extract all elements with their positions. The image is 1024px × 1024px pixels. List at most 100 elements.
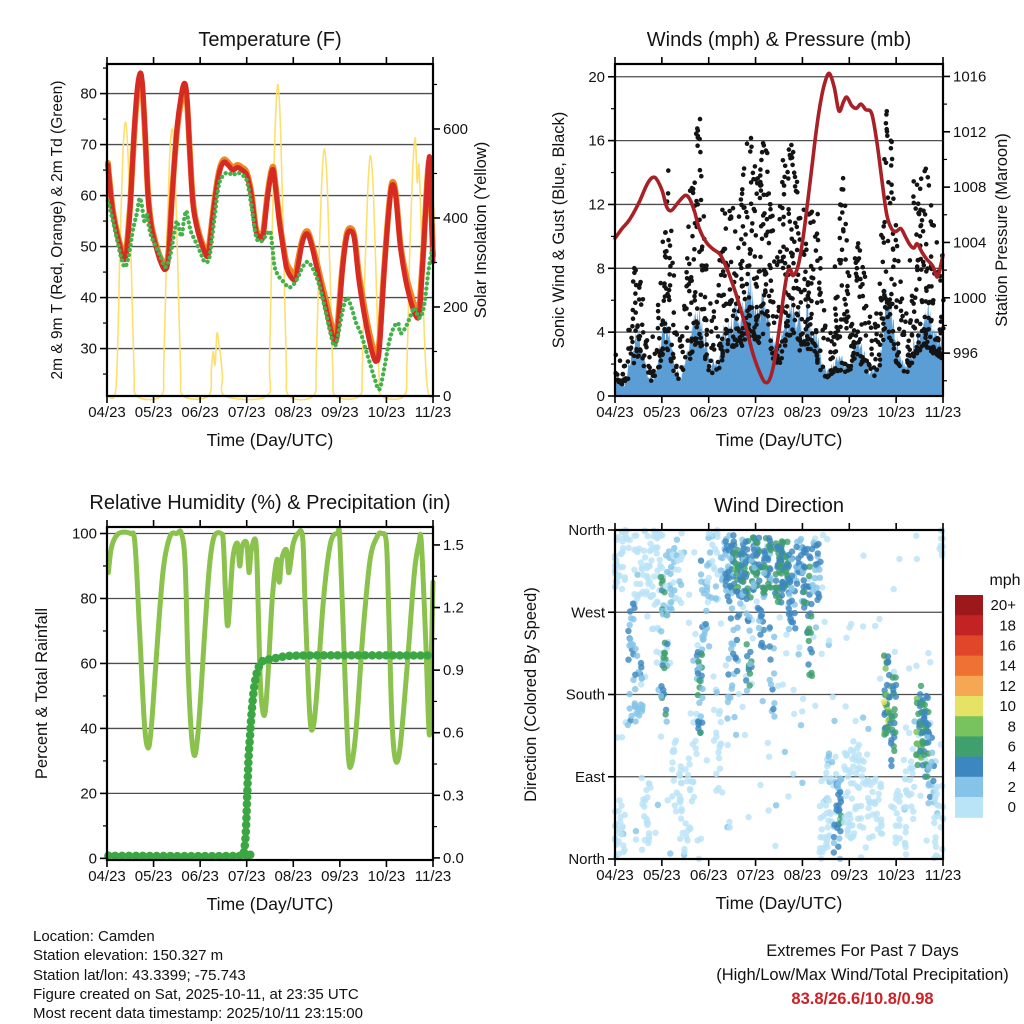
y2-tick-label: 1.2 xyxy=(443,600,464,617)
x-tick-label: 09/23 xyxy=(831,867,869,884)
y2-tick-label: 0 xyxy=(443,388,451,405)
y-tick-label: 80 xyxy=(80,86,97,103)
y-tick-label: 0 xyxy=(597,388,605,405)
extremes-subtitle: (High/Low/Max Wind/Total Precipitation) xyxy=(716,966,1009,984)
legend-label: 20+ xyxy=(991,597,1017,614)
x-tick-label: 04/23 xyxy=(596,867,634,884)
x-tick-label: 06/23 xyxy=(690,867,728,884)
y-tick-label: 50 xyxy=(80,239,97,256)
y-tick-label: 12 xyxy=(588,196,605,213)
x-tick-label: 06/23 xyxy=(181,404,219,421)
legend-label: 14 xyxy=(999,658,1016,675)
y-tick-label: 30 xyxy=(80,341,97,358)
series-t2m xyxy=(105,70,436,364)
y-tick-label: 100 xyxy=(72,525,97,542)
x-tick-label: 08/23 xyxy=(784,404,822,421)
y2-tick-label: 1.5 xyxy=(443,537,464,554)
y2-axis-title: Solar Insolation (Yellow) xyxy=(472,142,490,318)
x-tick-label: 11/23 xyxy=(415,868,451,885)
series-pressure xyxy=(613,71,945,385)
y-tick-label: 20 xyxy=(80,785,97,802)
legend-label: 18 xyxy=(999,617,1016,634)
x-tick-label: 07/23 xyxy=(737,404,775,421)
chart-humidity: 04/23 05/23 06/23 07/23 08/23 09/23 10/23 11/23… xyxy=(33,492,464,914)
y2-tick-label: 0.9 xyxy=(443,662,464,679)
legend-swatch xyxy=(955,696,983,717)
legend-header: mph xyxy=(989,572,1020,589)
x-tick-label: 11/23 xyxy=(925,867,961,884)
legend-swatch xyxy=(955,736,983,758)
legend-swatch xyxy=(955,655,983,677)
y2-tick-label: 1004 xyxy=(953,234,986,251)
legend-label: 12 xyxy=(999,678,1016,695)
legend-label: 0 xyxy=(1008,799,1016,816)
x-tick-label: 06/23 xyxy=(690,404,728,421)
y2-tick-label: 600 xyxy=(443,121,468,138)
legend-swatch xyxy=(955,797,983,818)
plot-frame xyxy=(613,62,945,398)
axis-ticks: 04/23 05/23 06/23 07/23 08/23 09/23 10/23 11/23… xyxy=(80,57,468,421)
x-tick-label: 10/23 xyxy=(877,867,915,884)
y2-tick-label: 0.3 xyxy=(443,787,464,804)
legend-swatch xyxy=(955,675,983,697)
x-tick-label: 10/23 xyxy=(877,404,915,421)
x-tick-label: 04/23 xyxy=(88,868,126,885)
x-tick-label: 04/23 xyxy=(88,404,126,421)
extremes-title: Extremes For Past 7 Days xyxy=(766,942,959,960)
y-tick-label: 60 xyxy=(80,188,97,205)
station-info: Location: Camden Station elevation: 150.… xyxy=(33,927,363,1023)
x-tick-label: 09/23 xyxy=(321,868,359,885)
x-tick-label: 05/23 xyxy=(135,868,173,885)
x-tick-label: 08/23 xyxy=(275,868,313,885)
figure-created-timestamp: Figure created on Sat, 2025-10-11, at 23… xyxy=(33,985,359,1003)
y-axis-title: Sonic Wind & Gust (Blue, Black) xyxy=(550,112,568,349)
series-solar xyxy=(107,83,434,401)
x-axis-title: Time (Day/UTC) xyxy=(716,893,843,913)
legend-label: 6 xyxy=(1008,739,1016,756)
chart-winds: 04/23 05/23 06/23 07/23 08/23 09/23 10/23 11/23… xyxy=(550,29,1011,450)
y-tick-label: 0 xyxy=(89,850,97,867)
chart-temperature: 04/23 05/23 06/23 07/23 08/23 09/23 10/23 11/23… xyxy=(49,29,490,450)
y-tick-label: 16 xyxy=(588,133,605,150)
y-axis-title: Direction (Colored By Speed) xyxy=(522,587,540,802)
y2-tick-label: 0.6 xyxy=(443,725,464,742)
recent-data-timestamp: Most recent data timestamp: 2025/10/11 2… xyxy=(33,1005,363,1023)
x-tick-label: 10/23 xyxy=(368,868,406,885)
series-rain xyxy=(104,651,438,861)
legend-label: 16 xyxy=(999,638,1016,655)
series-rh xyxy=(105,525,436,770)
axis-ticks: 04/23 05/23 06/23 07/23 08/23 09/23 10/23 11/23… xyxy=(588,57,986,421)
x-tick-label: 07/23 xyxy=(228,404,266,421)
chart-title-wind-direction: Wind Direction xyxy=(714,495,844,517)
x-tick-label: 11/23 xyxy=(415,404,451,421)
x-tick-label: 05/23 xyxy=(643,867,681,884)
y-tick-label: 40 xyxy=(80,720,97,737)
x-tick-label: 08/23 xyxy=(784,867,822,884)
y-tick-label: 80 xyxy=(80,590,97,607)
y-tick-label: North xyxy=(568,851,605,868)
y2-tick-label: 0.0 xyxy=(443,850,464,867)
chart-title-winds: Winds (mph) & Pressure (mb) xyxy=(647,29,912,51)
series-gust xyxy=(613,109,946,387)
x-axis-title: Time (Day/UTC) xyxy=(716,430,843,450)
legend-swatch xyxy=(955,756,983,778)
chart-wind-direction: 04/23 05/23 06/23 07/23 08/23 09/23 10/23 11/23… xyxy=(522,495,961,913)
x-tick-label: 06/23 xyxy=(181,868,219,885)
plot-frame xyxy=(105,62,435,398)
y-tick-label: 8 xyxy=(597,260,605,277)
x-axis-title: Time (Day/UTC) xyxy=(207,430,334,450)
station-location: Location: Camden xyxy=(33,928,155,945)
legend-label: 10 xyxy=(999,698,1016,715)
legend-swatch xyxy=(955,615,983,636)
y-tick-label: West xyxy=(571,604,606,621)
y-tick-label: 20 xyxy=(588,69,605,86)
y-tick-label: 70 xyxy=(80,137,97,154)
extremes-summary: Extremes For Past 7 Days (High/Low/Max W… xyxy=(700,939,1024,1011)
y2-tick-label: 1000 xyxy=(953,290,986,307)
y-tick-label: 40 xyxy=(80,290,97,307)
chart-title-humidity: Relative Humidity (%) & Precipitation (i… xyxy=(89,492,450,514)
series-td2m xyxy=(105,170,436,392)
chart-title-temperature: Temperature (F) xyxy=(198,29,341,51)
y2-tick-label: 1016 xyxy=(953,68,986,85)
x-tick-label: 04/23 xyxy=(596,404,634,421)
